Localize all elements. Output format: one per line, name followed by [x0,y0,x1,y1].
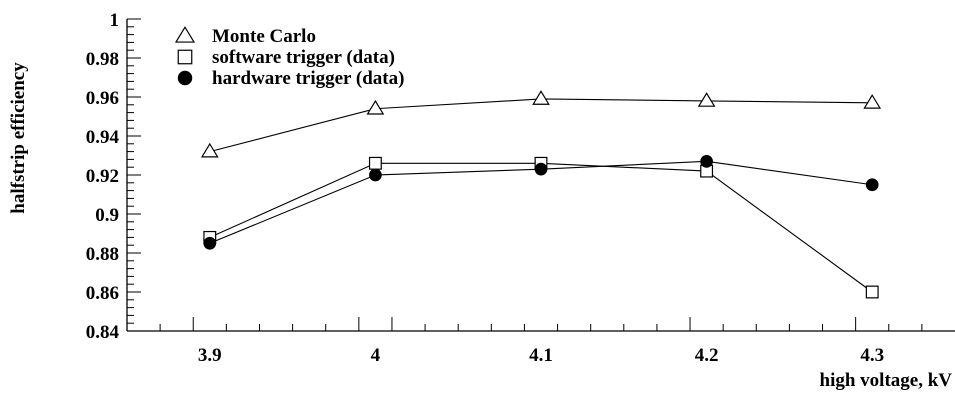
data-point [534,162,548,176]
legend-label: hardware trigger (data) [212,68,404,89]
axes: 0.84 0.86 0.88 0.9 0.92 0.94 0.96 0.98 1 3.9 4 4.1 4… [86,10,955,366]
legend-label: Monte Carlo [212,26,316,47]
y-axis-title: halfstrip efficiency [8,62,29,214]
data-point [697,92,716,107]
y-tick-label: 0.98 [86,49,119,70]
y-tick-label: 0.84 [86,322,120,343]
data-point [865,285,879,299]
x-tick-label: 4 [371,345,381,366]
series-2 [203,156,879,299]
legend-entry: hardware trigger (data) [177,68,404,89]
y-tick-label: 0.96 [86,88,119,109]
x-tick-label: 4.2 [695,345,719,366]
data-point [863,94,882,109]
y-tick-label: 0.94 [86,127,120,148]
x-axis-title: high voltage, kV [820,370,953,391]
series-1 [200,90,882,158]
y-tick-label: 1 [110,10,120,31]
y-tick-label: 0.92 [86,166,119,187]
legend-entry: Monte Carlo [174,26,316,47]
legend-label: software trigger (data) [212,47,395,68]
data-point [200,142,219,158]
data-point [700,155,713,168]
legend-marker [177,70,193,86]
series-line [209,162,873,293]
x-tick-label: 3.9 [198,345,222,366]
legend-marker [174,26,196,43]
series-3 [203,155,879,250]
data-point [865,178,879,192]
y-tick-label: 0.86 [86,283,119,304]
y-tick-label: 0.9 [95,205,119,226]
series-layer [200,90,882,299]
data-point [366,99,385,115]
data-point [368,156,382,170]
data-point [532,90,550,105]
x-tick-label: 4.3 [860,345,884,366]
legend-marker [177,49,193,65]
x-tick-label: 4.1 [529,345,553,366]
legend-entry: software trigger (data) [177,47,395,68]
series-line [209,98,873,153]
data-point [203,236,217,250]
y-tick-label: 0.88 [86,244,119,265]
data-point [369,168,382,182]
